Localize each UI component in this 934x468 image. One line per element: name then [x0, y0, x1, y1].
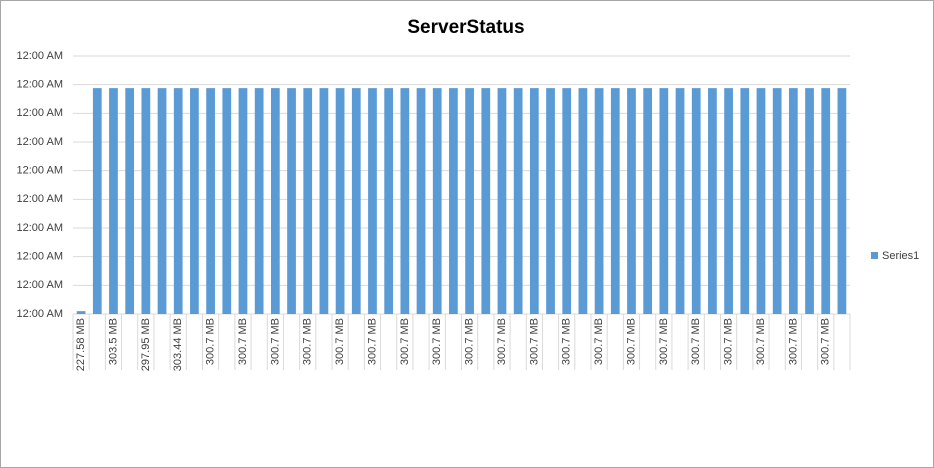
x-tick-label: 300.7 MB: [205, 318, 217, 365]
y-tick-label: 12:00 AM: [17, 308, 63, 320]
bar: [594, 88, 604, 315]
bar: [675, 88, 685, 315]
bar: [756, 88, 766, 315]
x-tick-label: 300.7 MB: [755, 318, 767, 365]
y-tick-label: 12:00 AM: [17, 79, 63, 91]
bar: [206, 88, 215, 315]
bar: [546, 88, 555, 315]
bar: [303, 88, 313, 315]
legend-swatch: [871, 252, 878, 259]
bar: [238, 88, 248, 315]
x-tick-label: 300.7 MB: [399, 318, 411, 365]
x-tick-label: 300.7 MB: [593, 318, 605, 365]
bar: [659, 88, 669, 315]
bar: [627, 88, 636, 315]
bar: [351, 88, 361, 315]
bar: [173, 88, 183, 315]
x-tick-label: 303.44 MB: [172, 318, 184, 371]
y-tick-label: 12:00 AM: [17, 193, 63, 205]
bar: [449, 88, 458, 315]
bar: [497, 88, 507, 315]
x-tick-label: 300.7 MB: [723, 318, 735, 365]
bar: [821, 88, 831, 315]
bar: [610, 88, 620, 315]
bar: [141, 88, 151, 315]
bar: [788, 88, 798, 315]
x-tick-label: 300.7 MB: [820, 318, 832, 365]
bar: [772, 88, 782, 315]
x-tick-label: 300.7 MB: [464, 318, 476, 365]
x-tick-label: 300.7 MB: [561, 318, 573, 365]
bar: [643, 88, 653, 315]
y-tick-label: 12:00 AM: [17, 50, 63, 62]
bar: [708, 88, 717, 315]
legend-label: Series1: [882, 250, 919, 262]
bar: [222, 88, 232, 315]
bar: [92, 88, 102, 315]
x-tick-label: 300.7 MB: [269, 318, 281, 365]
x-tick-label: 300.7 MB: [366, 318, 378, 365]
bar: [691, 88, 701, 315]
y-tick-label: 12:00 AM: [17, 165, 63, 177]
bar: [254, 88, 264, 315]
bar: [562, 88, 572, 315]
x-tick-label: 300.7 MB: [690, 318, 702, 365]
bar: [724, 88, 733, 315]
bar: [190, 88, 199, 315]
bar: [416, 88, 426, 315]
bar: [432, 88, 442, 315]
bar: [335, 88, 345, 315]
bar: [529, 88, 539, 315]
bar: [837, 88, 847, 315]
x-tick-label: 300.7 MB: [237, 318, 249, 365]
y-tick-label: 12:00 AM: [17, 107, 63, 119]
x-tick-label: 300.7 MB: [302, 318, 314, 365]
bar: [76, 311, 86, 314]
bar: [481, 88, 491, 315]
x-tick-label: 300.7 MB: [334, 318, 346, 365]
x-tick-label: 300.7 MB: [496, 318, 508, 365]
x-tick-label: 300.7 MB: [431, 318, 443, 365]
x-tick-label: 300.7 MB: [528, 318, 540, 365]
y-tick-label: 12:00 AM: [17, 222, 63, 234]
bar: [400, 88, 410, 315]
bar: [368, 88, 377, 315]
bar: [578, 88, 588, 315]
bar: [805, 88, 814, 315]
x-tick-label: 303.5 MB: [107, 318, 119, 365]
y-tick-label: 12:00 AM: [17, 279, 63, 291]
bar: [740, 88, 750, 315]
bar: [125, 88, 135, 315]
x-tick-label: 300.7 MB: [787, 318, 799, 365]
x-tick-label: 227.58 MB: [75, 318, 87, 371]
bar: [319, 88, 329, 315]
bar: [270, 88, 280, 315]
bar: [513, 88, 523, 315]
x-tick-label: 300.7 MB: [658, 318, 670, 365]
bar: [287, 88, 296, 315]
chart-title: ServerStatus: [407, 17, 524, 38]
x-tick-label: 297.95 MB: [140, 318, 152, 371]
x-tick-label: 300.7 MB: [625, 318, 637, 365]
bar: [384, 88, 394, 315]
y-tick-label: 12:00 AM: [17, 136, 63, 148]
y-tick-label: 12:00 AM: [17, 251, 63, 263]
bar: [109, 88, 118, 315]
bar: [465, 88, 474, 315]
bar: [157, 88, 167, 315]
